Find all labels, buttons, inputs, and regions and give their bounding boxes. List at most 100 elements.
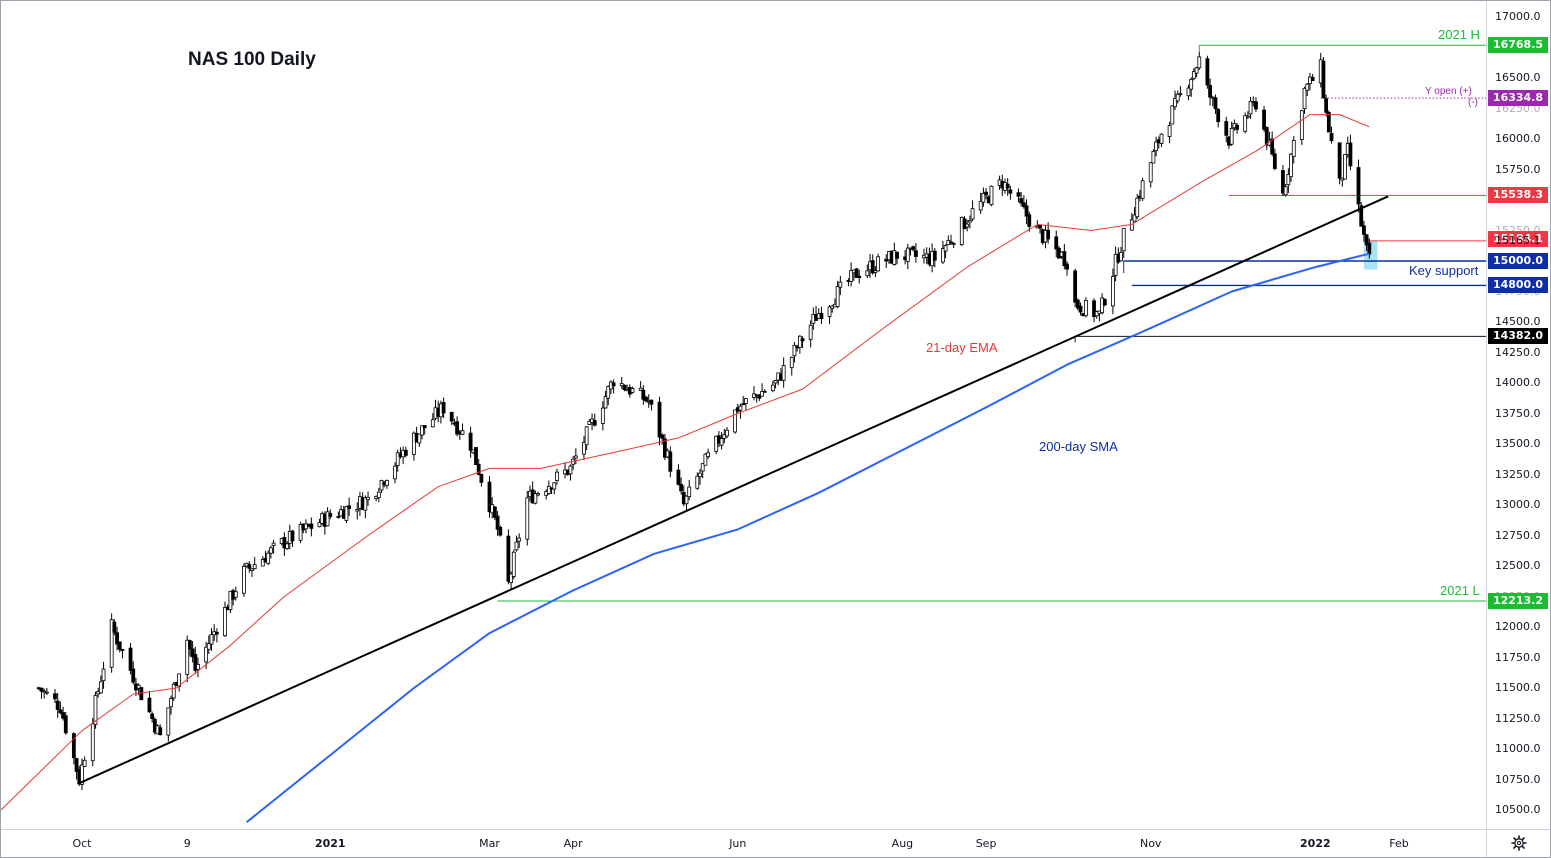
candle-body <box>584 426 589 446</box>
candle-body <box>80 764 84 785</box>
candle-body <box>743 398 748 404</box>
candle-body <box>849 270 854 282</box>
candle-body <box>797 335 802 348</box>
candle-body <box>185 639 190 675</box>
candle-body <box>757 395 762 399</box>
candle-body <box>55 700 60 710</box>
candle-body <box>835 286 840 307</box>
candle-body <box>1148 162 1153 183</box>
y-tick-label: 12750.0 <box>1495 528 1541 542</box>
candle-body <box>115 632 119 645</box>
candle-body <box>336 516 341 518</box>
candle-body <box>1235 124 1239 130</box>
candle-body <box>714 435 719 452</box>
candle-body <box>1326 112 1331 133</box>
candle-body <box>1359 205 1364 227</box>
time-axis[interactable]: Oct 9 2021 Mar Apr Jun Aug Sep Nov 2022 Feb <box>1 829 1486 857</box>
candle-body <box>722 434 727 439</box>
candle-body <box>206 643 211 650</box>
candle-body <box>965 223 970 228</box>
candle-body <box>911 246 916 250</box>
price-badge-16334-8: 16334.8 <box>1488 90 1548 107</box>
candle-body <box>700 463 705 472</box>
candle-body <box>1062 251 1067 267</box>
candle-body <box>1245 115 1250 118</box>
candle-body <box>552 482 557 490</box>
sma-200-line <box>245 252 1370 823</box>
x-tick-label: Oct <box>72 837 92 850</box>
price-badge-12213-2: 12213.2 <box>1488 592 1548 609</box>
candle-body <box>139 687 144 701</box>
y-tick-label: 10500.0 <box>1495 803 1541 816</box>
candle-body <box>660 434 665 439</box>
candle-body <box>949 241 953 244</box>
candle-body <box>509 573 513 583</box>
candle-body <box>117 641 122 650</box>
candle-body <box>676 469 681 485</box>
candle-body <box>317 522 322 528</box>
candle-body <box>725 429 729 437</box>
chart-title: NAS 100 Daily <box>188 49 316 70</box>
candle-body <box>1367 242 1372 255</box>
price-chart[interactable] <box>1 1 1486 829</box>
candle-body <box>668 451 673 472</box>
candle-body <box>1021 202 1026 208</box>
candle-body <box>611 382 616 387</box>
candle-body <box>476 463 481 475</box>
x-tick-label: Apr <box>563 837 583 850</box>
candle-body <box>1024 205 1029 217</box>
candle-body <box>290 530 295 542</box>
candle-body <box>74 758 79 772</box>
candle-body <box>1005 183 1010 189</box>
candle-body <box>827 306 832 317</box>
candle-body <box>215 631 219 635</box>
candle-body <box>363 497 368 511</box>
candle-body <box>719 438 724 446</box>
candle-body <box>492 506 497 518</box>
candle-body <box>1170 105 1175 125</box>
y-tick-label: 12500.0 <box>1495 559 1541 572</box>
candle-body <box>800 338 805 342</box>
candle-body <box>150 713 155 720</box>
candle-body <box>568 465 573 475</box>
candle-body <box>555 471 559 481</box>
price-axis[interactable]: 10500.0 10750.0 11000.0 11250.0 11500.0 11750… <box>1486 1 1550 829</box>
candle-body <box>1283 186 1288 196</box>
candle-body <box>61 712 65 719</box>
y-tick-label: 16000.0 <box>1495 132 1541 145</box>
y-tick-label: 15750.0 <box>1495 162 1541 176</box>
candle-body <box>71 733 76 759</box>
candle-body <box>487 481 492 513</box>
candle-body <box>39 687 44 692</box>
candle-body <box>1281 170 1285 194</box>
candle-body <box>347 505 352 509</box>
candle-body <box>951 242 956 245</box>
label-2021-low: 2021 L <box>1440 583 1480 598</box>
gear-icon[interactable] <box>1511 835 1527 851</box>
candle-body <box>536 493 540 496</box>
y-tick-label: 11750.0 <box>1495 650 1541 664</box>
candle-body <box>698 472 702 478</box>
candle-body <box>970 208 975 220</box>
candle-body <box>1229 127 1234 145</box>
y-tick-label: 13000.0 <box>1495 498 1541 511</box>
y-tick-label: 11000.0 <box>1495 742 1541 755</box>
candle-body <box>546 485 551 494</box>
price-badge-14800-0: 14800.0 <box>1488 277 1548 294</box>
candle-body <box>706 452 710 457</box>
candle-body <box>619 383 624 387</box>
y-tick-label: 16500.0 <box>1495 71 1541 84</box>
candle-body <box>455 421 460 435</box>
y-tick-label: 14000.0 <box>1495 376 1541 389</box>
candle-body <box>932 250 937 261</box>
candle-body <box>430 419 435 428</box>
y-tick-label: 14500.0 <box>1495 315 1541 328</box>
candle-body <box>603 396 608 409</box>
candle-body <box>1248 100 1253 115</box>
candle-body <box>1291 140 1296 157</box>
candle-body <box>641 389 646 400</box>
candle-body <box>1151 151 1156 164</box>
price-badge-15184-1: 15184.1 <box>1488 230 1548 247</box>
candle-body <box>1321 60 1326 98</box>
candle-body <box>366 496 370 501</box>
